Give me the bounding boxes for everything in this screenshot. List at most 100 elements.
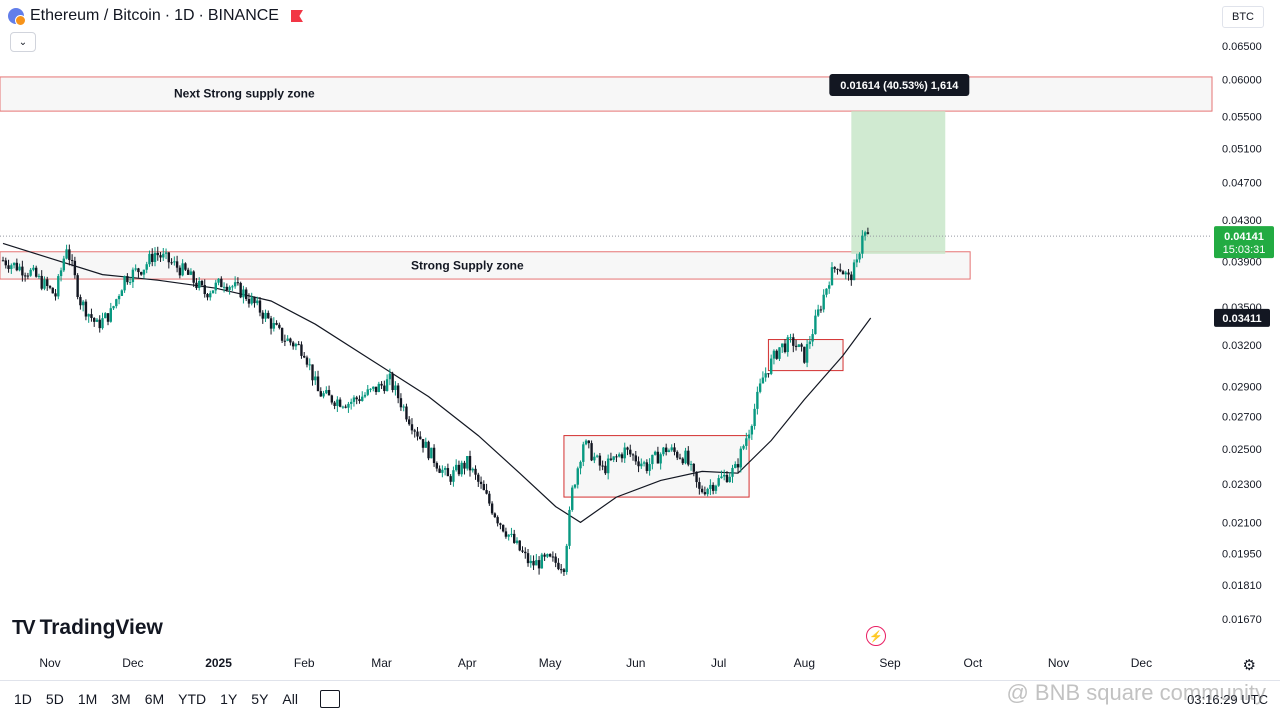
chevron-down-icon[interactable]: ⌄ bbox=[10, 32, 36, 52]
candle-body bbox=[46, 279, 49, 287]
candle-body bbox=[175, 261, 179, 268]
gear-icon[interactable]: ⚙ bbox=[1242, 657, 1256, 674]
candle-body bbox=[294, 344, 298, 347]
candle-body bbox=[396, 385, 400, 399]
timeframe-3m[interactable]: 3M bbox=[111, 691, 131, 707]
candle-body bbox=[477, 474, 480, 482]
timeframe-1d[interactable]: 1D bbox=[14, 691, 32, 707]
candle-body bbox=[739, 448, 742, 468]
candle-body bbox=[352, 397, 356, 402]
candle-body bbox=[769, 358, 773, 374]
candle-body bbox=[341, 406, 345, 408]
separator: · bbox=[198, 7, 204, 24]
candle-body bbox=[402, 406, 405, 408]
candle-body bbox=[814, 315, 817, 335]
candle-body bbox=[209, 293, 212, 298]
candle-body bbox=[159, 255, 162, 258]
y-tick-label: 0.05500 bbox=[1222, 111, 1262, 123]
candle-body bbox=[128, 282, 132, 284]
candle-body bbox=[7, 265, 10, 269]
candle-body bbox=[678, 457, 682, 459]
candle-body bbox=[501, 524, 505, 532]
candle-body bbox=[37, 275, 41, 277]
candle-body bbox=[286, 338, 289, 341]
x-tick-label: Nov bbox=[39, 656, 60, 670]
measure-label-bg bbox=[829, 74, 970, 96]
candle-body bbox=[839, 269, 842, 272]
candle-body bbox=[584, 440, 588, 445]
candle-body bbox=[189, 271, 193, 275]
candle-body bbox=[269, 318, 273, 329]
candle-body bbox=[590, 443, 593, 461]
candle-body bbox=[474, 468, 477, 475]
candle-body bbox=[139, 272, 143, 275]
candle-body bbox=[106, 313, 110, 322]
candle-body bbox=[101, 318, 104, 329]
candle-body bbox=[582, 444, 585, 462]
candle-body bbox=[637, 461, 640, 467]
candle-body bbox=[764, 373, 767, 378]
candle-body bbox=[327, 390, 331, 396]
candle-body bbox=[615, 456, 618, 458]
calendar-icon[interactable] bbox=[319, 690, 340, 708]
candle-body bbox=[723, 474, 726, 477]
next-supply-zone bbox=[0, 76, 1213, 112]
y-tick-label: 0.04300 bbox=[1222, 215, 1262, 227]
candle-body bbox=[15, 262, 19, 271]
timeframe-1m[interactable]: 1M bbox=[77, 691, 98, 707]
candle-body bbox=[51, 287, 54, 294]
candle-body bbox=[62, 258, 66, 271]
candle-body bbox=[68, 249, 71, 260]
candle-body bbox=[618, 454, 621, 457]
candle-body bbox=[772, 350, 776, 359]
timeframe-6m[interactable]: 6M bbox=[144, 691, 165, 707]
candle-body bbox=[604, 465, 607, 474]
candle-body bbox=[587, 440, 591, 444]
candle-body bbox=[40, 275, 43, 289]
symbol-interval: 1D bbox=[174, 7, 195, 24]
candle-body bbox=[405, 406, 408, 420]
moving-average-line bbox=[2, 242, 872, 524]
candle-body bbox=[57, 276, 60, 297]
candle-body bbox=[778, 347, 781, 359]
utc-clock[interactable]: 03:16:29 UTC bbox=[1187, 691, 1268, 707]
symbol-pair: Ethereum / Bitcoin bbox=[30, 7, 161, 24]
x-tick-label: Dec bbox=[1131, 656, 1152, 670]
candle-body bbox=[634, 455, 637, 462]
candle-body bbox=[233, 282, 237, 287]
candle-body bbox=[623, 447, 626, 459]
timeframe-5d[interactable]: 5D bbox=[45, 691, 64, 707]
candle-body bbox=[612, 456, 615, 460]
candle-body bbox=[314, 376, 317, 381]
candle-body bbox=[250, 297, 253, 304]
candle-body bbox=[173, 261, 176, 263]
timeframe-ytd[interactable]: YTD bbox=[178, 691, 207, 707]
timeframe-5y[interactable]: 5Y bbox=[251, 691, 269, 707]
candle-body bbox=[631, 454, 635, 456]
candle-body bbox=[745, 438, 748, 446]
candle-body bbox=[803, 346, 806, 363]
candle-body bbox=[26, 275, 30, 277]
lightning-icon[interactable]: ⚡ bbox=[866, 626, 886, 646]
candle-body bbox=[493, 513, 497, 518]
candle-body bbox=[195, 282, 198, 288]
currency-button[interactable]: BTC bbox=[1222, 6, 1264, 28]
symbol-header[interactable]: Ethereum / Bitcoin · 1D · BINANCE bbox=[8, 4, 303, 28]
candle-body bbox=[510, 533, 513, 535]
candle-body bbox=[156, 252, 159, 256]
candle-body bbox=[377, 383, 381, 393]
candle-body bbox=[551, 556, 555, 558]
flag-icon[interactable] bbox=[290, 10, 303, 22]
timeframe-1y[interactable]: 1Y bbox=[220, 691, 238, 707]
timeframe-all[interactable]: All bbox=[282, 691, 298, 707]
candle-body bbox=[198, 280, 201, 288]
candle-body bbox=[789, 337, 792, 339]
candle-body bbox=[416, 431, 419, 437]
candle-body bbox=[819, 309, 823, 311]
candle-body bbox=[148, 253, 151, 265]
x-tick-label: Mar bbox=[371, 656, 392, 670]
candle-body bbox=[756, 391, 759, 409]
candle-body bbox=[104, 313, 107, 319]
y-tick-label: 0.02100 bbox=[1222, 517, 1262, 529]
